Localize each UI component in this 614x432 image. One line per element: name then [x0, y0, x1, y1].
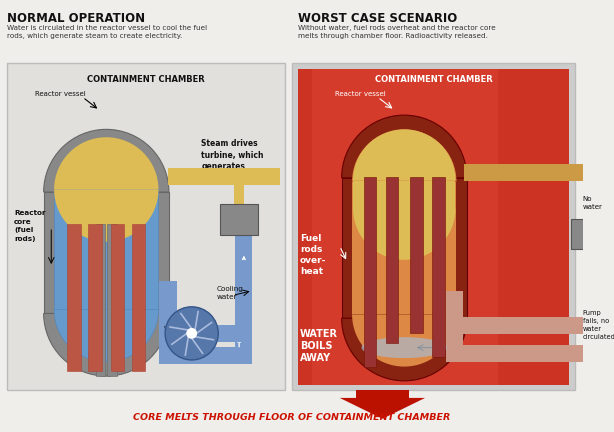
Bar [220, 204, 258, 235]
Bar [168, 346, 252, 364]
Bar [111, 224, 124, 372]
Bar [364, 177, 376, 367]
Bar [298, 69, 569, 384]
Text: Water is circulated in the reactor vessel to cool the fuel
rods, which generate : Water is circulated in the reactor vesse… [7, 25, 207, 39]
Wedge shape [54, 189, 158, 241]
Text: Reactor vessel: Reactor vessel [35, 92, 86, 97]
Bar [341, 178, 467, 318]
Bar [353, 181, 456, 209]
Text: Water
pump: Water pump [164, 326, 185, 340]
Text: Turbine: Turbine [226, 217, 252, 222]
Text: Cooling
water: Cooling water [216, 286, 243, 300]
Bar [312, 69, 498, 384]
Bar [132, 224, 145, 372]
Bar [432, 177, 445, 357]
Text: NORMAL OPERATION: NORMAL OPERATION [7, 12, 145, 25]
Wedge shape [54, 310, 158, 362]
Circle shape [187, 329, 196, 338]
Bar [168, 168, 280, 185]
Wedge shape [352, 314, 456, 367]
Bar [235, 235, 252, 364]
Bar [446, 291, 463, 362]
Bar [464, 164, 614, 181]
Wedge shape [352, 129, 456, 181]
Bar [600, 181, 614, 362]
Wedge shape [44, 314, 169, 376]
Wedge shape [44, 129, 169, 192]
Text: CONTAINMENT CHAMBER: CONTAINMENT CHAMBER [87, 75, 204, 84]
Bar [410, 177, 423, 334]
Bar [107, 224, 117, 376]
Circle shape [607, 321, 614, 330]
Wedge shape [341, 115, 467, 178]
Bar [44, 192, 169, 314]
Wedge shape [353, 209, 456, 260]
Text: WORST CASE SCENARIO: WORST CASE SCENARIO [298, 12, 457, 25]
Text: CONTAINMENT CHAMBER: CONTAINMENT CHAMBER [375, 75, 492, 84]
Bar [454, 345, 614, 362]
Ellipse shape [362, 337, 447, 358]
Bar [218, 325, 244, 342]
Bar [7, 63, 285, 391]
Text: WATER
BOILS
AWAY: WATER BOILS AWAY [300, 329, 338, 363]
Wedge shape [353, 129, 456, 181]
Bar [165, 325, 168, 342]
Text: Pump
fails, no
water
circulated: Pump fails, no water circulated [583, 310, 614, 340]
Bar [96, 224, 106, 376]
Bar [54, 196, 158, 310]
Text: CORE MELTS THROUGH FLOOR OF CONTAINMENT CHAMBER: CORE MELTS THROUGH FLOOR OF CONTAINMENT … [133, 413, 450, 422]
Text: Fuel
rods
over-
heat: Fuel rods over- heat [300, 234, 326, 276]
Bar [454, 317, 585, 334]
Bar [292, 63, 575, 391]
Bar [386, 177, 398, 343]
Bar [88, 224, 101, 372]
Wedge shape [54, 143, 158, 196]
Wedge shape [341, 318, 467, 381]
Wedge shape [54, 137, 158, 189]
Text: Steam drives
turbine, which
generates
electricity: Steam drives turbine, which generates el… [201, 139, 263, 183]
Bar [235, 185, 244, 204]
Bar [356, 391, 408, 398]
Bar [68, 224, 80, 372]
Bar [160, 281, 176, 364]
Text: Without water, fuel rods overheat and the reactor core
melts through chamber flo: Without water, fuel rods overheat and th… [298, 25, 495, 39]
Text: No
water: No water [583, 196, 602, 210]
Circle shape [585, 299, 614, 353]
Bar [352, 181, 456, 314]
Text: Reactor
core
(fuel
rods): Reactor core (fuel rods) [14, 210, 45, 241]
Circle shape [165, 307, 218, 360]
Text: Reactor vessel: Reactor vessel [335, 92, 386, 97]
Polygon shape [340, 398, 425, 419]
Bar [571, 219, 607, 249]
